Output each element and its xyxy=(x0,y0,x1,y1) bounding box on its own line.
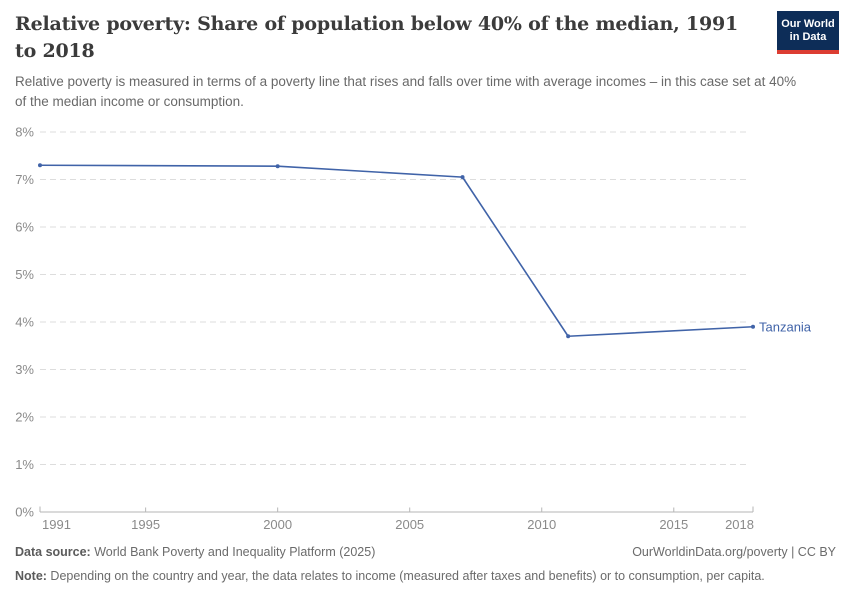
y-tick-label: 3% xyxy=(15,362,34,377)
chart-footer: Data source: World Bank Poverty and Ineq… xyxy=(15,544,836,585)
y-tick-label: 0% xyxy=(15,505,34,520)
series-line-tanzania[interactable] xyxy=(39,164,754,338)
x-tick-label: 2015 xyxy=(659,517,688,532)
data-source-text: World Bank Poverty and Inequality Platfo… xyxy=(90,545,376,559)
x-tick-label: 1991 xyxy=(42,517,71,532)
x-tick-label: 2005 xyxy=(395,517,424,532)
x-tick-label: 2010 xyxy=(527,517,556,532)
series-label-tanzania[interactable]: Tanzania xyxy=(759,319,812,334)
y-tick-label: 8% xyxy=(15,125,34,140)
y-tick-label: 6% xyxy=(15,220,34,235)
owid-license-link[interactable]: OurWorldinData.org/poverty | CC BY xyxy=(632,545,836,559)
note-text: Depending on the country and year, the d… xyxy=(46,569,765,583)
note-label: Note: xyxy=(15,569,47,583)
x-tick-label: 2000 xyxy=(263,517,292,532)
owid-logo: Our World in Data xyxy=(777,11,839,54)
owid-logo-line2: in Data xyxy=(789,31,827,43)
y-tick-label: 7% xyxy=(15,172,34,187)
y-tick-label: 2% xyxy=(15,410,34,425)
owid-logo-line1: Our World xyxy=(781,18,835,30)
y-tick-label: 5% xyxy=(15,267,34,282)
data-point-tanzania-2007[interactable] xyxy=(460,175,465,180)
data-point-tanzania-2000[interactable] xyxy=(275,164,280,169)
data-point-tanzania-2018[interactable] xyxy=(751,324,755,329)
data-source-label: Data source: xyxy=(15,545,91,559)
chart-note: Note: Depending on the country and year,… xyxy=(15,568,836,585)
x-tick-label: 2018 xyxy=(725,517,754,532)
x-tick-label: 1995 xyxy=(131,517,160,532)
chart-title: Relative poverty: Share of population be… xyxy=(15,13,739,62)
chart-subtitle: Relative poverty is measured in terms of… xyxy=(15,74,797,109)
y-tick-label: 1% xyxy=(15,457,34,472)
data-point-tanzania-1991[interactable] xyxy=(38,163,42,168)
data-point-tanzania-2011[interactable] xyxy=(566,334,571,339)
y-tick-label: 4% xyxy=(15,315,34,330)
chart-svg: 0% 1% 2% 3% 4% 5% 6% 7% 8% 1991 1995 2000 2005 2010 20… xyxy=(15,125,812,533)
data-source: Data source: World Bank Poverty and Ineq… xyxy=(15,544,375,561)
